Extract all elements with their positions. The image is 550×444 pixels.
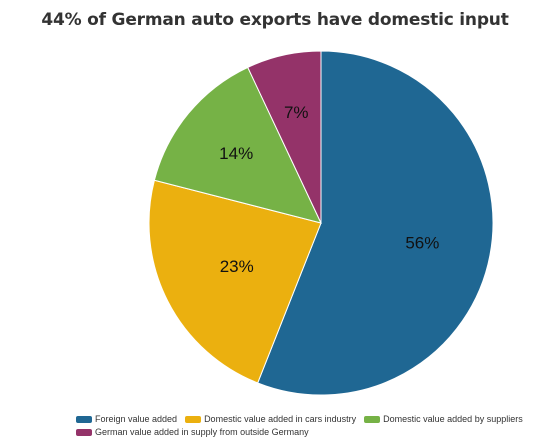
legend-label-domestic-cars: Domestic value added in cars industry [204, 414, 357, 424]
slice-label-german-outside: 7% [284, 103, 309, 122]
legend-item-foreign[interactable]: Foreign value added [76, 413, 177, 426]
slice-label-domestic-cars: 23% [220, 257, 254, 276]
legend-item-domestic-cars[interactable]: Domestic value added in cars industry [185, 413, 356, 426]
legend-swatch-domestic-cars [185, 416, 202, 423]
legend: Foreign value added Domestic value added… [76, 413, 546, 439]
chart-title: 44% of German auto exports have domestic… [41, 10, 509, 30]
legend-swatch-domestic-suppliers [364, 416, 381, 423]
pie-slice-domestic-cars[interactable] [148, 179, 322, 384]
legend-label-foreign: Foreign value added [95, 414, 178, 424]
legend-item-domestic-suppliers[interactable]: Domestic value added by suppliers [364, 413, 523, 426]
pie-slice-domestic-suppliers[interactable] [153, 66, 322, 224]
legend-swatch-foreign [76, 416, 92, 423]
legend-row-1: Foreign value added Domestic value added… [76, 413, 546, 426]
legend-label-german-outside: German value added in supply from outsid… [95, 427, 309, 437]
pie-chart: 56% 23% 14% 7% [148, 50, 494, 396]
pie-slice-foreign[interactable] [257, 50, 494, 396]
slice-label-foreign: 56% [405, 233, 439, 252]
legend-swatch-german-outside [76, 429, 92, 436]
legend-item-german-outside[interactable]: German value added in supply from outsid… [76, 426, 309, 439]
slice-label-domestic-suppliers: 14% [219, 144, 253, 163]
legend-row-2: German value added in supply from outsid… [76, 426, 546, 439]
pie-slice-german-outside[interactable] [247, 50, 322, 224]
legend-label-domestic-suppliers: Domestic value added by suppliers [383, 414, 523, 424]
